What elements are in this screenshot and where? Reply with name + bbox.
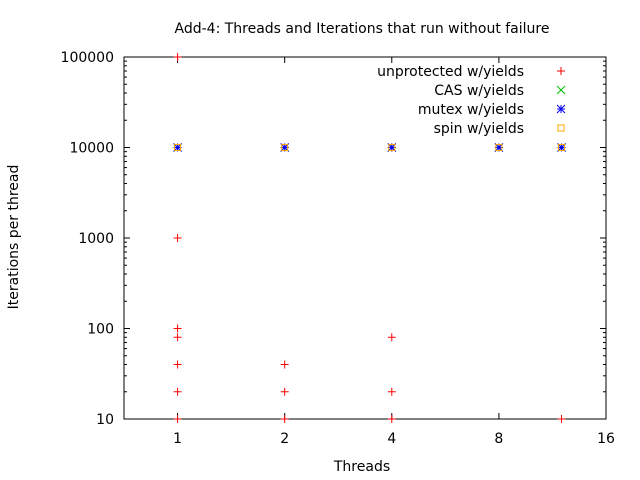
unprotected-point: [280, 360, 289, 369]
unprotected-point: [173, 387, 182, 396]
legend-marker: [557, 124, 565, 132]
legend-entry: CAS w/yields: [434, 83, 566, 99]
x-tick-label: 1: [173, 431, 182, 447]
data-points: [173, 53, 566, 423]
unprotected-point: [173, 234, 182, 242]
y-axis-label: Iterations per thread: [6, 165, 22, 310]
spin-point: [558, 144, 566, 151]
spin-point: [388, 144, 396, 151]
y-tick-label: 10: [96, 412, 114, 428]
y-tick-label: 100000: [61, 50, 114, 66]
unprotected-point: [173, 360, 182, 369]
legend-marker: [556, 85, 566, 95]
legend-entry: mutex w/yields: [418, 102, 566, 118]
unprotected-point: [387, 387, 396, 396]
legend: unprotected w/yields CAS w/yields mutex w/…: [377, 64, 566, 137]
y-tick-label: 100: [87, 322, 114, 338]
y-tick-label: 1000: [78, 231, 114, 247]
x-tick-label: 2: [280, 431, 289, 447]
unprotected-point: [280, 415, 289, 423]
unprotected-point: [557, 415, 566, 423]
unprotected-point: [280, 387, 289, 396]
y-axis-ticks: 10 100 1000 10000 100000: [61, 50, 606, 428]
unprotected-point: [387, 333, 396, 342]
spin-point: [281, 144, 289, 151]
plot-frame: [123, 56, 607, 420]
unprotected-point: [387, 415, 396, 423]
spin-point: [174, 144, 182, 151]
legend-label: CAS w/yields: [434, 83, 524, 99]
x-tick-label: 16: [597, 431, 615, 447]
x-axis-label: Threads: [333, 459, 390, 475]
unprotected-point: [173, 333, 182, 342]
y-tick-label: 10000: [69, 141, 114, 157]
legend-entry: spin w/yields: [434, 121, 565, 137]
chart-title: Add-4: Threads and Iterations that run w…: [175, 21, 550, 37]
legend-entry: unprotected w/yields: [377, 64, 565, 80]
unprotected-point: [173, 53, 182, 61]
legend-marker: [557, 67, 565, 75]
unprotected-point: [173, 415, 182, 423]
legend-label: unprotected w/yields: [377, 64, 524, 80]
legend-label: spin w/yields: [434, 121, 524, 137]
unprotected-point: [173, 324, 182, 333]
x-tick-label: 8: [494, 431, 503, 447]
x-axis-ticks: 1 2 4 8 16: [173, 57, 615, 447]
spin-point: [495, 144, 503, 151]
x-tick-label: 4: [387, 431, 396, 447]
legend-marker: [556, 104, 566, 114]
legend-label: mutex w/yields: [418, 102, 524, 118]
